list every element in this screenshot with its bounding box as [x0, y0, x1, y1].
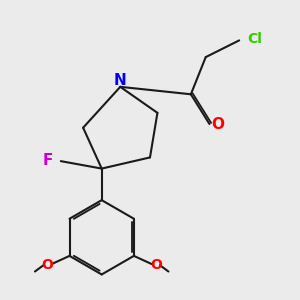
Text: O: O: [211, 117, 224, 132]
Text: N: N: [114, 73, 127, 88]
Text: O: O: [150, 258, 162, 272]
Text: F: F: [42, 153, 53, 168]
Text: Cl: Cl: [247, 32, 262, 46]
Text: O: O: [41, 258, 53, 272]
